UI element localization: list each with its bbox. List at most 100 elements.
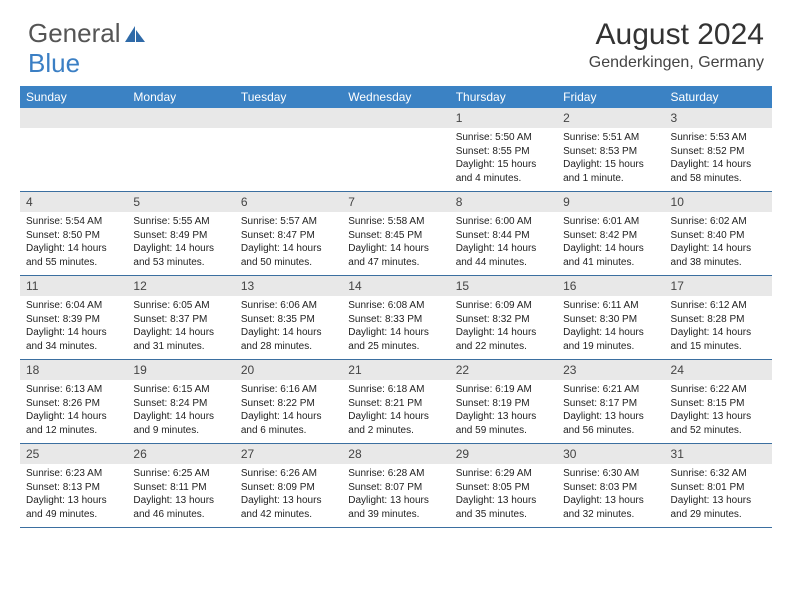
day-cell: 9Sunrise: 6:01 AMSunset: 8:42 PMDaylight… <box>557 192 664 276</box>
day-line: Sunrise: 6:22 AM <box>671 383 766 397</box>
day-cell: 14Sunrise: 6:08 AMSunset: 8:33 PMDayligh… <box>342 276 449 360</box>
day-line: Daylight: 14 hours <box>26 326 121 340</box>
day-line: Sunrise: 6:19 AM <box>456 383 551 397</box>
day-cell: 13Sunrise: 6:06 AMSunset: 8:35 PMDayligh… <box>235 276 342 360</box>
day-line: Daylight: 13 hours <box>133 494 228 508</box>
day-line: Sunset: 8:39 PM <box>26 313 121 327</box>
day-number: 17 <box>665 276 772 296</box>
day-line: Daylight: 14 hours <box>241 242 336 256</box>
day-line: and 22 minutes. <box>456 340 551 354</box>
day-cell: 11Sunrise: 6:04 AMSunset: 8:39 PMDayligh… <box>20 276 127 360</box>
day-line: Sunrise: 5:51 AM <box>563 131 658 145</box>
day-line: Sunset: 8:28 PM <box>671 313 766 327</box>
day-line: and 29 minutes. <box>671 508 766 522</box>
day-cell: 17Sunrise: 6:12 AMSunset: 8:28 PMDayligh… <box>665 276 772 360</box>
day-line: Sunrise: 6:29 AM <box>456 467 551 481</box>
day-number: 8 <box>450 192 557 212</box>
day-cell: 27Sunrise: 6:26 AMSunset: 8:09 PMDayligh… <box>235 444 342 528</box>
day-line: and 46 minutes. <box>133 508 228 522</box>
day-content: Sunrise: 6:15 AMSunset: 8:24 PMDaylight:… <box>127 380 234 443</box>
day-line: Daylight: 13 hours <box>348 494 443 508</box>
day-line: Sunrise: 6:12 AM <box>671 299 766 313</box>
day-line: Daylight: 13 hours <box>563 494 658 508</box>
day-line: Sunrise: 6:32 AM <box>671 467 766 481</box>
day-line: Sunrise: 6:16 AM <box>241 383 336 397</box>
day-number: 26 <box>127 444 234 464</box>
week-row: 18Sunrise: 6:13 AMSunset: 8:26 PMDayligh… <box>20 360 772 444</box>
day-line: Daylight: 14 hours <box>133 326 228 340</box>
day-content: Sunrise: 5:55 AMSunset: 8:49 PMDaylight:… <box>127 212 234 275</box>
day-line: Daylight: 14 hours <box>563 326 658 340</box>
day-cell <box>342 108 449 192</box>
day-line: Daylight: 13 hours <box>241 494 336 508</box>
day-content: Sunrise: 6:30 AMSunset: 8:03 PMDaylight:… <box>557 464 664 527</box>
day-line: Sunrise: 6:25 AM <box>133 467 228 481</box>
day-line: Daylight: 13 hours <box>563 410 658 424</box>
day-line: Daylight: 14 hours <box>241 410 336 424</box>
day-content: Sunrise: 5:57 AMSunset: 8:47 PMDaylight:… <box>235 212 342 275</box>
day-line: and 59 minutes. <box>456 424 551 438</box>
day-line: Daylight: 14 hours <box>348 410 443 424</box>
day-line: Sunset: 8:53 PM <box>563 145 658 159</box>
day-line: Sunset: 8:07 PM <box>348 481 443 495</box>
day-content: Sunrise: 6:26 AMSunset: 8:09 PMDaylight:… <box>235 464 342 527</box>
day-line: Sunset: 8:22 PM <box>241 397 336 411</box>
day-line: Sunset: 8:15 PM <box>671 397 766 411</box>
day-line: and 28 minutes. <box>241 340 336 354</box>
day-content: Sunrise: 6:21 AMSunset: 8:17 PMDaylight:… <box>557 380 664 443</box>
day-number: 20 <box>235 360 342 380</box>
day-number <box>235 108 342 128</box>
day-cell: 8Sunrise: 6:00 AMSunset: 8:44 PMDaylight… <box>450 192 557 276</box>
day-cell: 3Sunrise: 5:53 AMSunset: 8:52 PMDaylight… <box>665 108 772 192</box>
day-line: and 15 minutes. <box>671 340 766 354</box>
day-number: 5 <box>127 192 234 212</box>
day-line: Daylight: 14 hours <box>26 242 121 256</box>
day-cell <box>20 108 127 192</box>
day-line: Daylight: 13 hours <box>671 410 766 424</box>
day-content: Sunrise: 6:13 AMSunset: 8:26 PMDaylight:… <box>20 380 127 443</box>
day-line: Daylight: 13 hours <box>456 410 551 424</box>
day-content: Sunrise: 6:00 AMSunset: 8:44 PMDaylight:… <box>450 212 557 275</box>
day-line: Sunset: 8:03 PM <box>563 481 658 495</box>
day-number: 15 <box>450 276 557 296</box>
week-row: 25Sunrise: 6:23 AMSunset: 8:13 PMDayligh… <box>20 444 772 528</box>
day-cell <box>127 108 234 192</box>
day-line: Sunset: 8:49 PM <box>133 229 228 243</box>
day-line: and 1 minute. <box>563 172 658 186</box>
day-line: and 52 minutes. <box>671 424 766 438</box>
day-line: Sunrise: 6:01 AM <box>563 215 658 229</box>
day-cell: 6Sunrise: 5:57 AMSunset: 8:47 PMDaylight… <box>235 192 342 276</box>
day-line: Sunset: 8:05 PM <box>456 481 551 495</box>
month-title: August 2024 <box>589 18 764 52</box>
title-block: August 2024 Genderkingen, Germany <box>589 18 764 72</box>
day-content: Sunrise: 6:18 AMSunset: 8:21 PMDaylight:… <box>342 380 449 443</box>
col-mon: Monday <box>127 86 234 108</box>
day-line: Daylight: 14 hours <box>671 242 766 256</box>
day-line: and 32 minutes. <box>563 508 658 522</box>
day-number: 3 <box>665 108 772 128</box>
day-number: 22 <box>450 360 557 380</box>
day-header-row: Sunday Monday Tuesday Wednesday Thursday… <box>20 86 772 108</box>
day-line: Sunrise: 6:26 AM <box>241 467 336 481</box>
day-line: Sunrise: 6:21 AM <box>563 383 658 397</box>
day-line: Daylight: 14 hours <box>133 242 228 256</box>
day-line: Sunrise: 6:06 AM <box>241 299 336 313</box>
day-line: and 58 minutes. <box>671 172 766 186</box>
day-line: Sunset: 8:35 PM <box>241 313 336 327</box>
day-line: Sunrise: 6:05 AM <box>133 299 228 313</box>
day-content: Sunrise: 6:16 AMSunset: 8:22 PMDaylight:… <box>235 380 342 443</box>
day-line: Sunrise: 6:11 AM <box>563 299 658 313</box>
day-number: 4 <box>20 192 127 212</box>
day-line: Daylight: 15 hours <box>563 158 658 172</box>
day-line: Daylight: 14 hours <box>456 326 551 340</box>
calendar-table: Sunday Monday Tuesday Wednesday Thursday… <box>20 86 772 528</box>
day-line: Daylight: 15 hours <box>456 158 551 172</box>
day-content: Sunrise: 5:51 AMSunset: 8:53 PMDaylight:… <box>557 128 664 191</box>
day-line: Sunset: 8:11 PM <box>133 481 228 495</box>
day-cell: 22Sunrise: 6:19 AMSunset: 8:19 PMDayligh… <box>450 360 557 444</box>
day-line: Sunrise: 6:08 AM <box>348 299 443 313</box>
day-line: and 6 minutes. <box>241 424 336 438</box>
day-content: Sunrise: 6:01 AMSunset: 8:42 PMDaylight:… <box>557 212 664 275</box>
day-number: 30 <box>557 444 664 464</box>
day-cell: 30Sunrise: 6:30 AMSunset: 8:03 PMDayligh… <box>557 444 664 528</box>
